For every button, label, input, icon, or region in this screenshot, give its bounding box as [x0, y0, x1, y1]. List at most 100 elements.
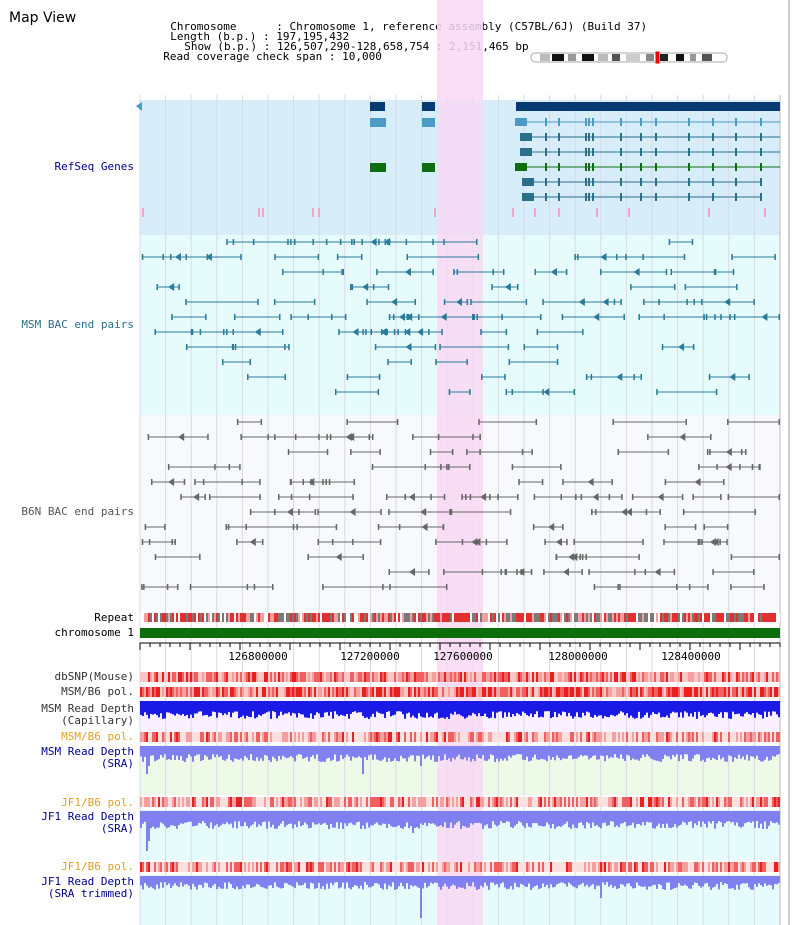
depth-bar [398, 876, 400, 887]
depth-bar [728, 746, 730, 756]
depth-bar [346, 746, 348, 755]
bac-end-arrow [657, 493, 664, 501]
heat-cell [776, 797, 778, 807]
depth-bar [528, 701, 530, 717]
bac-end-left [240, 434, 242, 440]
heat-cell [490, 732, 492, 742]
heat-cell [394, 672, 396, 682]
depth-bar [262, 746, 264, 761]
heat-cell [380, 862, 382, 872]
repeat-segment [332, 613, 334, 622]
depth-bar [186, 746, 188, 759]
depth-bar [300, 746, 302, 755]
depth-bar [552, 811, 554, 825]
bac-end-right [284, 374, 286, 380]
heat-cell [680, 732, 682, 742]
depth-bar [434, 876, 436, 883]
heat-cell [684, 797, 686, 807]
depth-bar [570, 876, 572, 885]
depth-bar [250, 811, 252, 826]
depth-bar [336, 701, 338, 715]
depth-bar [614, 876, 616, 887]
heat-cell [608, 797, 610, 807]
heat-cell [208, 687, 210, 697]
heat-cell [308, 797, 310, 807]
depth-bar [246, 701, 248, 716]
heat-cell [588, 672, 590, 682]
heat-cell [614, 672, 616, 682]
depth-bar [602, 701, 604, 719]
heat-cell [356, 862, 358, 872]
depth-bar [484, 701, 486, 714]
heat-cell [574, 797, 576, 807]
repeat-segment [412, 613, 414, 622]
depth-bar [208, 746, 210, 760]
heat-cell [618, 862, 620, 872]
depth-bar [148, 701, 150, 719]
depth-bar [596, 746, 598, 760]
depth-bar [376, 701, 378, 712]
bac-end-right [353, 479, 356, 485]
heat-cell [154, 672, 156, 682]
heat-cell [276, 797, 278, 807]
bac-end-right [441, 329, 443, 335]
bac-end-left [388, 509, 390, 515]
depth-bar [594, 876, 596, 890]
bac-end-arrow [550, 268, 557, 276]
heat-cell [572, 797, 574, 807]
depth-bar [770, 746, 772, 760]
heat-cell [398, 687, 400, 697]
heat-cell [320, 672, 322, 682]
repeat-segment [268, 613, 270, 622]
depth-bar [342, 746, 344, 759]
depth-bar [274, 811, 276, 829]
depth-bar [404, 746, 406, 759]
heat-cell [290, 862, 292, 872]
heat-cell [254, 797, 256, 807]
heat-cell [750, 672, 752, 682]
chromosome-ideogram[interactable] [530, 51, 728, 64]
heat-cell [214, 862, 216, 872]
heat-cell [700, 732, 702, 742]
repeat-segment [314, 613, 316, 622]
depth-bar [642, 876, 644, 887]
depth-bar [370, 746, 372, 755]
depth-bar [404, 811, 406, 827]
repeat-segment [548, 613, 550, 622]
heat-cell [666, 797, 668, 807]
heat-cell [178, 687, 180, 697]
heat-cell [270, 862, 272, 872]
depth-bar [600, 701, 602, 716]
heat-cell [602, 862, 604, 872]
depth-bar [658, 876, 660, 884]
heat-cell [618, 732, 620, 742]
heat-cell [526, 732, 528, 742]
heat-cell [778, 797, 780, 807]
heat-cell [520, 862, 522, 872]
depth-bar [520, 746, 522, 755]
repeat-segment [396, 613, 398, 622]
bac-end-right [683, 254, 686, 260]
heat-cell [358, 687, 360, 697]
heat-cell [548, 862, 550, 872]
depth-bar [196, 746, 198, 755]
heat-cell [622, 797, 624, 807]
repeat-segment [354, 613, 356, 622]
heat-cell [620, 687, 622, 697]
depth-bar [310, 876, 312, 883]
heat-cell [336, 862, 338, 872]
heat-cell [388, 797, 390, 807]
heat-cell [166, 862, 168, 872]
bac-end-left [156, 284, 159, 290]
gene-exon [735, 118, 737, 126]
repeat-segment [170, 613, 172, 622]
bac-end-left [574, 254, 576, 260]
heat-cell [358, 732, 360, 742]
depth-bar [384, 876, 386, 884]
depth-bar [172, 811, 174, 826]
heat-cell [408, 797, 410, 807]
heat-cell [584, 862, 586, 872]
heat-cell [712, 862, 714, 872]
gene-exon [515, 163, 527, 171]
